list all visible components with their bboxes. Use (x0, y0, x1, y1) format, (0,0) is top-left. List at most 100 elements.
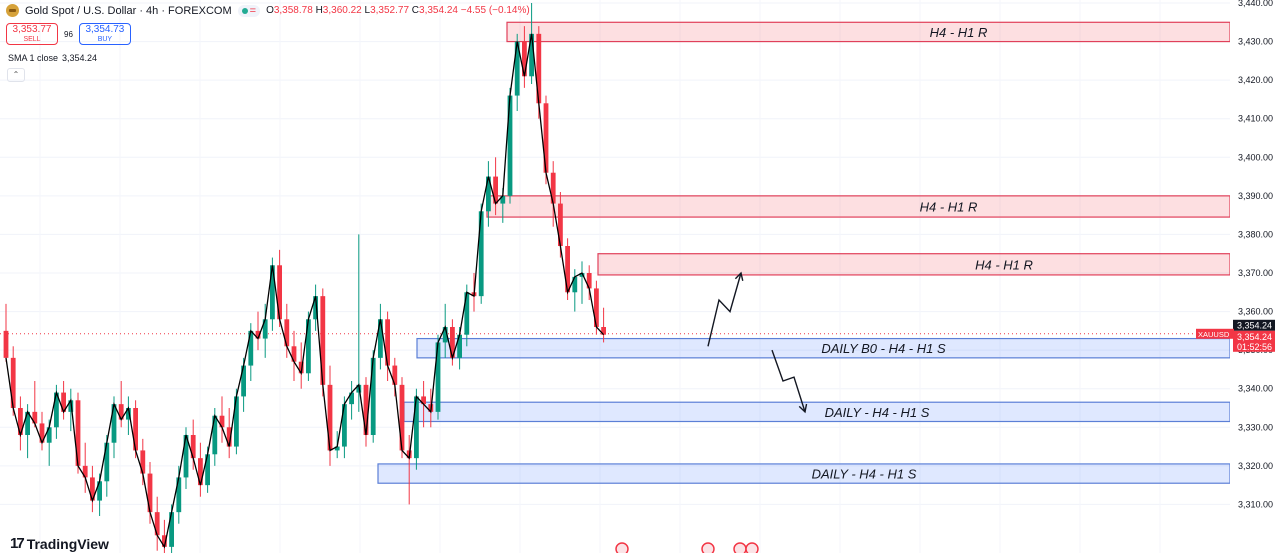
candle-body (169, 512, 174, 547)
candle-body (255, 330, 261, 339)
candle-body (486, 176, 491, 212)
collapse-legend-button[interactable]: ⌃ (7, 68, 25, 82)
candle-body (572, 276, 578, 293)
candle-body (522, 41, 527, 77)
candle-body (176, 477, 182, 513)
candle-body (464, 292, 470, 335)
candle-body (579, 273, 585, 277)
candle-body (529, 33, 534, 77)
sma-line (5, 33, 605, 549)
candle-body (154, 512, 160, 536)
candle-body (104, 442, 110, 482)
price-axis: 3,310.003,320.003,330.003,340.003,350.00… (1196, 0, 1280, 553)
candle-body (558, 203, 563, 246)
symbol-title[interactable]: Gold Spot / U.S. Dollar · 4h · FOREXCOM (25, 4, 232, 17)
candle-body (601, 327, 606, 335)
buy-button[interactable]: 3,354.73 BUY (78, 23, 131, 45)
candle-body (140, 450, 146, 474)
zone-label: H4 - H1 R (975, 257, 1033, 272)
candle-body (385, 319, 390, 366)
candle-body (313, 296, 318, 320)
candle-body (550, 172, 556, 204)
y-tick-label: 3,340.00 (1238, 384, 1273, 394)
projection-down-arrow-head (798, 403, 808, 414)
candle-body (586, 273, 592, 289)
y-tick-label: 3,440.00 (1238, 0, 1273, 8)
candle-body (248, 330, 254, 366)
candle-body (421, 396, 426, 405)
y-tick-label: 3,430.00 (1238, 37, 1273, 47)
candle-body (284, 319, 290, 347)
sma-layer (5, 33, 605, 549)
change-value: −4.55 (−0.14%) (460, 5, 530, 16)
candle-body (198, 458, 203, 486)
trade-panel: 3,353.77 SELL 96 3,354.73 BUY (6, 23, 131, 45)
candle-body (565, 246, 570, 293)
tradingview-logo[interactable]: 17 TradingView (10, 535, 109, 552)
crosshair-price-label: 3,354.24 (1237, 320, 1272, 330)
candle-body (82, 465, 88, 478)
zone-labels-layer: H4 - H1 R H4 - H1 R H4 - H1 R DAILY B0 - H4… (812, 25, 1033, 482)
candle-body (507, 95, 513, 196)
market-open-icon (241, 7, 248, 14)
zone-label: H4 - H1 R (930, 25, 988, 40)
event-flag-icon (701, 542, 715, 553)
candle-body (435, 342, 441, 412)
zones-layer (377, 21, 1231, 484)
ohlc-values: O3,358.78 H3,360.22 L3,352.77 C3,354.24 … (266, 5, 530, 16)
candle-body (118, 404, 124, 420)
candle-body (320, 296, 326, 385)
candle-body (594, 288, 599, 327)
candle-body (442, 327, 448, 343)
projection-layer (707, 271, 808, 414)
gold-symbol-icon (6, 4, 19, 17)
countdown-label: 01:52:56 (1237, 342, 1272, 352)
market-status[interactable]: = (237, 4, 261, 17)
zone-label: DAILY - H4 - H1 S (812, 467, 917, 482)
symbol-tag-label: XAUUSD (1198, 330, 1230, 339)
candle-body (205, 454, 210, 486)
candle-body (61, 392, 66, 412)
candle-body (219, 415, 225, 428)
candle-body (334, 446, 340, 451)
candle-body (90, 477, 95, 501)
candle-body (306, 319, 311, 374)
y-tick-label: 3,370.00 (1238, 268, 1273, 278)
y-tick-label: 3,320.00 (1238, 461, 1273, 471)
projection-down-arrow (771, 349, 806, 413)
sell-button[interactable]: 3,353.77 SELL (6, 23, 58, 45)
candle-body (457, 334, 462, 358)
candle-body (262, 319, 268, 339)
candle-body (370, 357, 376, 435)
last-price-box (1233, 330, 1275, 352)
projection-up-arrow-head (734, 271, 744, 281)
equals-icon: = (249, 4, 257, 17)
candle-body (212, 415, 218, 455)
candle-body (75, 400, 81, 466)
resistance-zone (597, 253, 1231, 276)
candle-body (270, 265, 275, 320)
y-tick-label: 3,330.00 (1238, 422, 1273, 432)
projection-up-arrow (707, 272, 742, 347)
candle-body (162, 535, 167, 547)
y-tick-label: 3,410.00 (1238, 114, 1273, 124)
chart-header: Gold Spot / U.S. Dollar · 4h · FOREXCOM … (6, 4, 530, 17)
sma-legend[interactable]: SMA 1 close 3,354.24 (8, 53, 98, 63)
support-zone (377, 463, 1231, 484)
candle-body (327, 384, 333, 451)
candle-body (234, 396, 239, 447)
candle-body (378, 319, 383, 358)
candle-body (414, 396, 419, 459)
y-tick-label: 3,360.00 (1238, 307, 1273, 317)
candle-body (32, 411, 38, 424)
candle-body (349, 392, 354, 405)
candle-body (39, 423, 45, 443)
support-zone (403, 401, 1231, 423)
candle-body (54, 392, 59, 428)
candle-body (363, 384, 369, 435)
event-flag-icon (733, 542, 747, 553)
candle-body (126, 408, 131, 420)
candle-body (111, 404, 117, 443)
resistance-zone (506, 21, 1231, 43)
